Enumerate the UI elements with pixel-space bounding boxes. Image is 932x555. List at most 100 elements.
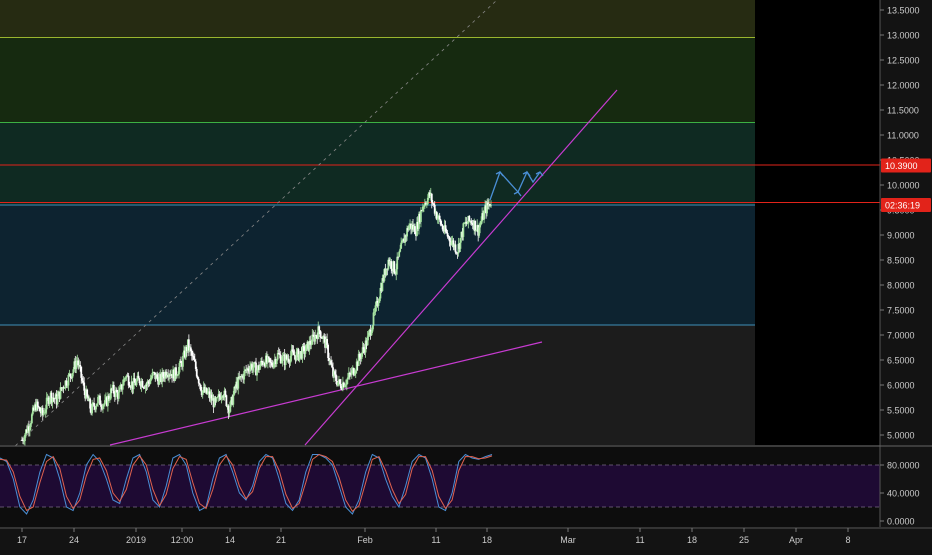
candle <box>424 203 427 205</box>
x-tick-label: 21 <box>276 535 286 545</box>
candle <box>61 387 64 390</box>
candle <box>86 389 89 397</box>
candle <box>67 374 70 386</box>
candle <box>399 248 402 252</box>
candle <box>300 351 303 359</box>
candle <box>207 391 210 393</box>
candle <box>192 356 195 360</box>
candle <box>380 287 383 291</box>
candle <box>246 368 249 371</box>
candle <box>59 387 62 399</box>
candle <box>63 388 66 389</box>
candle <box>107 395 110 400</box>
candle <box>171 374 173 379</box>
candle <box>292 351 295 355</box>
candle <box>469 220 472 222</box>
candle <box>214 397 217 402</box>
candle <box>49 392 52 399</box>
candle <box>319 330 322 338</box>
candle <box>283 354 286 365</box>
candle <box>173 369 175 382</box>
candle <box>330 360 332 365</box>
candle <box>186 339 189 351</box>
candle <box>367 332 370 337</box>
candle <box>416 221 418 236</box>
candle <box>115 389 118 393</box>
candle <box>28 426 31 431</box>
candle <box>97 396 99 404</box>
candle <box>119 384 122 388</box>
candle <box>120 384 123 390</box>
candle <box>340 383 342 389</box>
candle <box>211 398 214 401</box>
candle <box>151 372 154 378</box>
candle <box>25 429 27 435</box>
candle <box>187 339 190 351</box>
candle <box>480 221 483 225</box>
candle <box>345 379 348 385</box>
candle <box>252 367 254 371</box>
candle <box>269 362 272 363</box>
candle <box>312 334 315 336</box>
candle <box>255 362 257 376</box>
candle <box>72 369 75 374</box>
candle <box>442 229 445 232</box>
candle <box>177 374 179 376</box>
candle <box>46 397 49 399</box>
candle <box>127 375 130 386</box>
candle <box>429 193 432 196</box>
candle <box>418 213 420 229</box>
candle <box>387 259 390 270</box>
candle <box>353 373 356 376</box>
candle <box>433 204 436 214</box>
candle <box>111 384 114 389</box>
candle <box>408 225 410 231</box>
candle <box>404 235 407 243</box>
candle <box>65 380 68 386</box>
candle <box>70 376 73 379</box>
x-tick-label: 25 <box>739 535 749 545</box>
candle <box>150 377 153 380</box>
candle <box>320 337 323 338</box>
candle <box>50 392 53 403</box>
candle <box>144 385 147 389</box>
candle <box>233 386 236 395</box>
candle <box>33 404 36 411</box>
candle <box>38 407 41 412</box>
candle <box>51 397 54 403</box>
candle <box>441 225 444 230</box>
candle <box>303 346 306 354</box>
candle <box>160 374 163 382</box>
candle <box>95 405 97 410</box>
candle <box>241 375 244 377</box>
candle <box>100 404 102 407</box>
candle <box>439 219 442 225</box>
candle <box>308 340 311 351</box>
y-tick-label: 13.0000 <box>887 31 920 41</box>
candle <box>125 375 128 378</box>
candle <box>90 408 93 414</box>
candle <box>478 227 481 236</box>
candle <box>485 205 487 214</box>
candle <box>456 252 459 254</box>
y-tick-label: 9.0000 <box>887 231 915 241</box>
candle <box>351 368 354 371</box>
candle <box>421 206 424 211</box>
candle <box>163 376 166 379</box>
candle <box>78 364 81 366</box>
candle <box>287 358 290 362</box>
candle <box>169 374 172 376</box>
y-tick-label: 7.0000 <box>887 331 915 341</box>
candle <box>201 390 204 396</box>
candle <box>280 360 283 364</box>
candle <box>232 394 235 405</box>
candle <box>183 350 185 357</box>
candle <box>322 336 325 339</box>
candle <box>466 223 469 225</box>
candle <box>323 336 326 338</box>
stoch-tick-label: 40.0000 <box>887 489 920 499</box>
candle <box>167 375 170 377</box>
candle <box>203 387 206 393</box>
candle <box>386 268 389 270</box>
